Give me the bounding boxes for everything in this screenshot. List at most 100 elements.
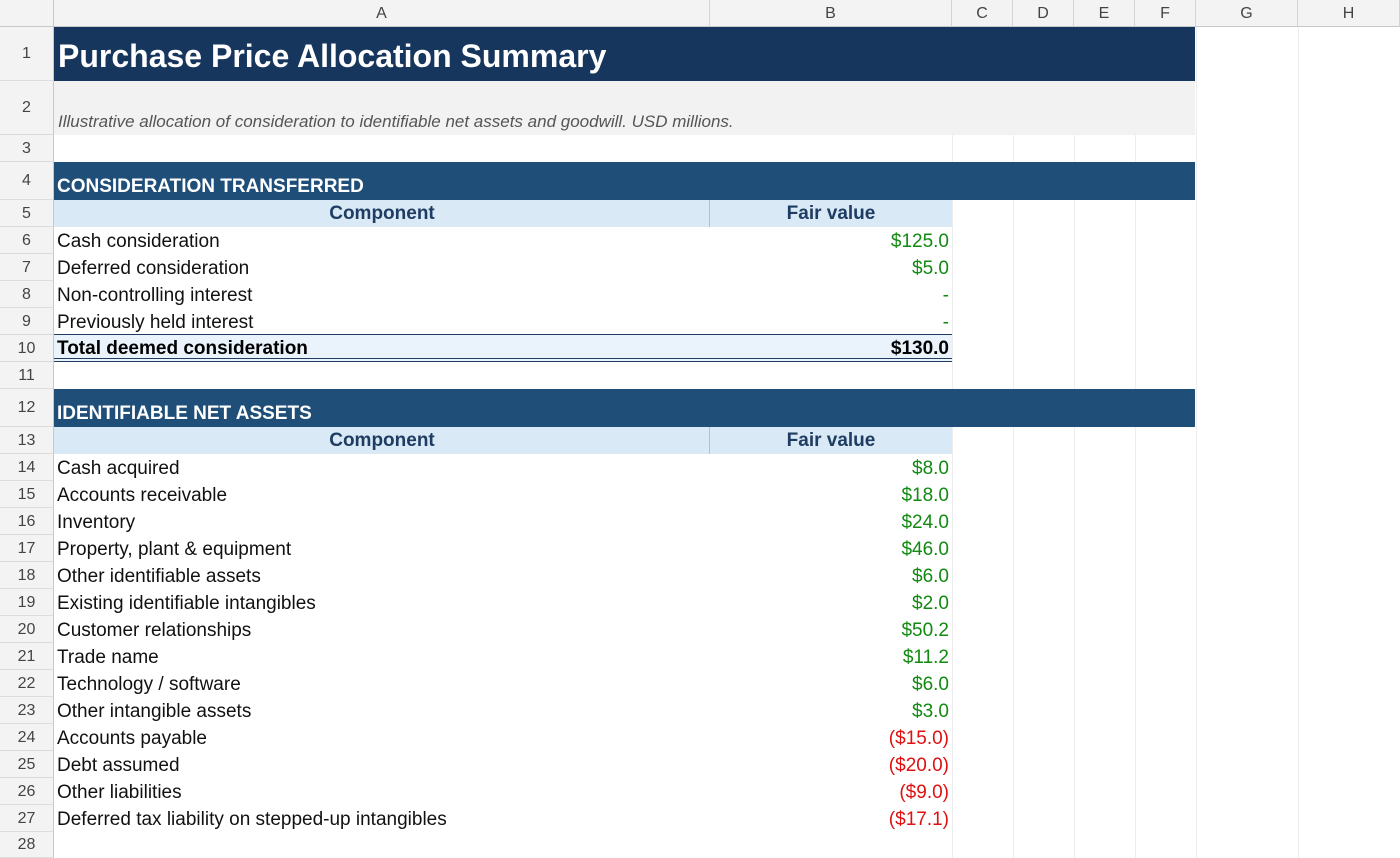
net-asset-value[interactable]: ($17.1): [888, 809, 949, 830]
header-cell-component[interactable]: [54, 427, 710, 454]
column-label-component: Component: [329, 430, 435, 451]
sheet-subtitle: Illustrative allocation of consideration…: [58, 112, 734, 131]
row-header-16[interactable]: 16: [0, 508, 54, 535]
total-underline: [54, 358, 952, 359]
consideration-label[interactable]: Cash consideration: [57, 231, 220, 252]
row-header-24[interactable]: 24: [0, 724, 54, 751]
column-header-b[interactable]: B: [710, 0, 952, 27]
gridline: [1074, 27, 1075, 858]
total-underline: [54, 361, 952, 362]
net-asset-label[interactable]: Debt assumed: [57, 755, 180, 776]
net-asset-label[interactable]: Other intangible assets: [57, 701, 252, 722]
gridline: [1013, 27, 1014, 858]
row-header-9[interactable]: 9: [0, 308, 54, 335]
title-cell[interactable]: [54, 27, 1195, 81]
row-header-4[interactable]: 4: [0, 162, 54, 200]
header-cell-fair-value[interactable]: [710, 200, 952, 227]
total-consideration-label[interactable]: Total deemed consideration: [57, 338, 308, 359]
row-header-13[interactable]: 13: [0, 427, 54, 454]
row-header-15[interactable]: 15: [0, 481, 54, 508]
net-asset-value[interactable]: $50.2: [901, 620, 949, 641]
header-cell-fair-value[interactable]: [710, 427, 952, 454]
total-row: [54, 334, 952, 361]
row-header-20[interactable]: 20: [0, 616, 54, 643]
net-asset-value[interactable]: ($9.0): [899, 782, 949, 803]
row-header-11[interactable]: 11: [0, 362, 54, 389]
row-header-8[interactable]: 8: [0, 281, 54, 308]
row-header-3[interactable]: 3: [0, 135, 54, 162]
row-header-27[interactable]: 27: [0, 805, 54, 832]
net-asset-label[interactable]: Accounts receivable: [57, 485, 228, 506]
net-asset-value[interactable]: $8.0: [912, 458, 949, 479]
consideration-label[interactable]: Previously held interest: [57, 312, 254, 333]
gridline: [1196, 27, 1197, 858]
row-header-7[interactable]: 7: [0, 254, 54, 281]
net-asset-label[interactable]: Cash acquired: [57, 458, 180, 479]
net-asset-label[interactable]: Inventory: [57, 512, 136, 533]
net-asset-label[interactable]: Accounts payable: [57, 728, 207, 749]
column-header-f[interactable]: F: [1135, 0, 1196, 27]
net-asset-label[interactable]: Other liabilities: [57, 782, 182, 803]
select-all-corner[interactable]: [0, 0, 54, 27]
column-label-fair-value: Fair value: [786, 203, 876, 224]
consideration-label[interactable]: Non-controlling interest: [57, 285, 253, 306]
net-asset-value[interactable]: ($15.0): [888, 728, 949, 749]
net-asset-value[interactable]: $18.0: [901, 485, 949, 506]
sheet-title: Purchase Price Allocation Summary: [58, 38, 607, 74]
header-separator: [709, 200, 710, 227]
row-header-17[interactable]: 17: [0, 535, 54, 562]
row-header-19[interactable]: 19: [0, 589, 54, 616]
gridline: [952, 27, 953, 858]
consideration-label[interactable]: Deferred consideration: [57, 258, 250, 279]
net-asset-value[interactable]: $11.2: [902, 647, 949, 668]
net-asset-value[interactable]: $2.0: [912, 593, 949, 614]
column-header-h[interactable]: H: [1298, 0, 1400, 27]
row-header-28[interactable]: 28: [0, 832, 54, 858]
header-separator: [709, 427, 710, 454]
net-asset-label[interactable]: Property, plant & equipment: [57, 539, 292, 560]
net-asset-label[interactable]: Existing identifiable intangibles: [57, 593, 316, 614]
net-asset-label[interactable]: Customer relationships: [57, 620, 252, 641]
section-title-net-assets: IDENTIFIABLE NET ASSETS: [57, 403, 312, 424]
net-asset-label[interactable]: Trade name: [57, 647, 159, 668]
row-header-26[interactable]: 26: [0, 778, 54, 805]
consideration-value[interactable]: -: [942, 285, 949, 306]
row-header-23[interactable]: 23: [0, 697, 54, 724]
section-header-consideration[interactable]: [54, 162, 1195, 200]
section-header-net-assets[interactable]: [54, 389, 1195, 427]
column-header-c[interactable]: C: [952, 0, 1013, 27]
gridline: [1298, 27, 1299, 858]
net-asset-label[interactable]: Other identifiable assets: [57, 566, 261, 587]
subtitle-cell[interactable]: [54, 81, 1195, 135]
row-header-2[interactable]: 2: [0, 81, 54, 135]
net-asset-label[interactable]: Technology / software: [57, 674, 241, 695]
column-header-g[interactable]: G: [1196, 0, 1298, 27]
net-asset-label[interactable]: Deferred tax liability on stepped-up int…: [57, 809, 447, 830]
net-asset-value[interactable]: $24.0: [901, 512, 949, 533]
header-cell-component[interactable]: [54, 200, 710, 227]
row-header-21[interactable]: 21: [0, 643, 54, 670]
net-asset-value[interactable]: $3.0: [912, 701, 949, 722]
row-header-5[interactable]: 5: [0, 200, 54, 227]
row-header-1[interactable]: 1: [0, 27, 54, 81]
net-asset-value[interactable]: $6.0: [912, 566, 949, 587]
consideration-value[interactable]: $125.0: [890, 231, 949, 252]
column-header-e[interactable]: E: [1074, 0, 1135, 27]
column-header-a[interactable]: A: [54, 0, 710, 27]
row-header-22[interactable]: 22: [0, 670, 54, 697]
row-header-6[interactable]: 6: [0, 227, 54, 254]
total-consideration-value[interactable]: $130.0: [890, 338, 949, 359]
net-asset-value[interactable]: $6.0: [912, 674, 949, 695]
row-header-25[interactable]: 25: [0, 751, 54, 778]
row-header-12[interactable]: 12: [0, 389, 54, 427]
column-header-d[interactable]: D: [1013, 0, 1074, 27]
consideration-value[interactable]: -: [942, 312, 949, 333]
row-header-18[interactable]: 18: [0, 562, 54, 589]
net-asset-value[interactable]: ($20.0): [888, 755, 949, 776]
net-asset-value[interactable]: $46.0: [901, 539, 949, 560]
row-header-14[interactable]: 14: [0, 454, 54, 481]
row-header-10[interactable]: 10: [0, 335, 54, 362]
consideration-value[interactable]: $5.0: [912, 258, 949, 279]
gridline: [1135, 27, 1136, 858]
